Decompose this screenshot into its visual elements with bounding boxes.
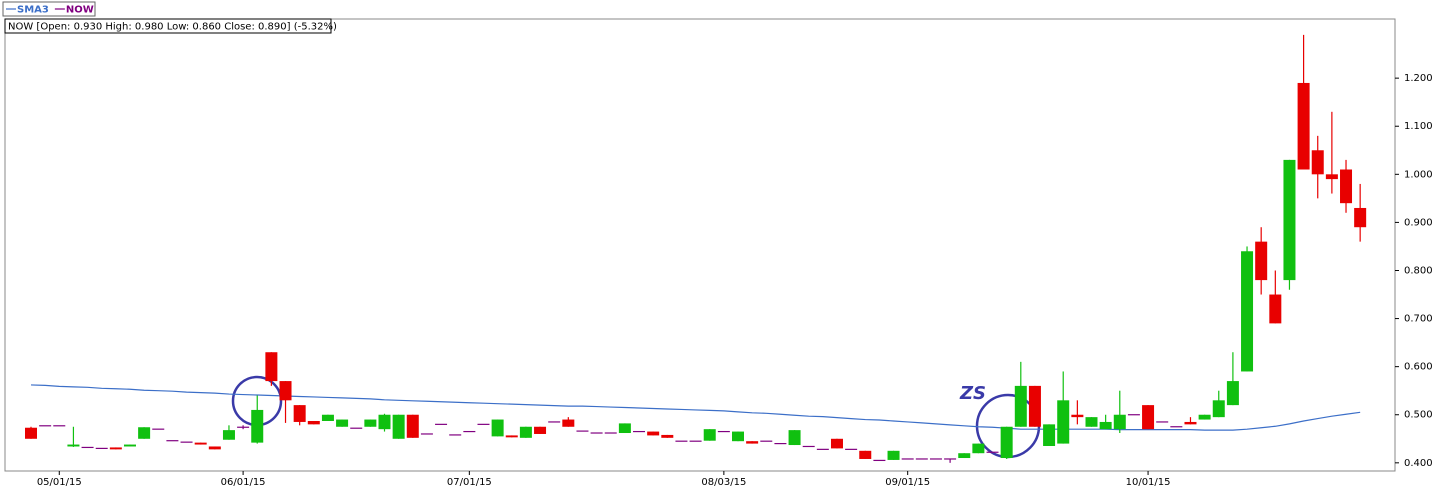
candle-body xyxy=(1354,207,1367,228)
candle-body xyxy=(138,427,151,439)
y-tick-label: 0.700 xyxy=(1404,314,1433,325)
candle-body xyxy=(1000,426,1013,459)
y-tick-label: 0.600 xyxy=(1404,362,1433,373)
y-tick-label: 0.800 xyxy=(1404,265,1433,276)
candle-body xyxy=(307,420,320,425)
candle-body xyxy=(251,409,264,443)
info-text: NOW [Open: 0.930 High: 0.980 Low: 0.860 … xyxy=(8,22,337,33)
y-tick-label: 1.200 xyxy=(1404,73,1433,84)
candle-body xyxy=(972,443,985,454)
candle-body xyxy=(1071,414,1084,418)
candle-body xyxy=(265,352,278,382)
x-tick-label: 05/01/15 xyxy=(37,477,82,488)
candle-body xyxy=(194,442,207,445)
y-tick-label: 1.100 xyxy=(1404,121,1433,132)
candle-body xyxy=(491,419,504,437)
legend-label: NOW xyxy=(66,5,94,16)
candle-body xyxy=(1099,421,1112,430)
candle-body xyxy=(830,438,843,449)
annotation: ZS xyxy=(959,383,986,404)
x-tick-label: 09/01/15 xyxy=(885,477,930,488)
candle-body xyxy=(1113,414,1126,430)
y-tick-label: 1.000 xyxy=(1404,169,1433,180)
candle-body xyxy=(859,450,872,459)
candle-body xyxy=(364,419,377,427)
candle-body xyxy=(732,431,744,442)
candle-body xyxy=(208,446,221,450)
candle-body xyxy=(321,414,334,421)
candle-body xyxy=(109,447,122,450)
candle-body xyxy=(1043,424,1056,446)
candle-body xyxy=(1226,381,1239,406)
candle-body xyxy=(392,414,405,439)
candle-body xyxy=(1085,417,1098,427)
y-tick-label: 0.500 xyxy=(1404,410,1433,421)
candle-body xyxy=(1255,241,1268,281)
candle-body xyxy=(1198,414,1211,420)
legend-box xyxy=(2,1,96,17)
candle-body xyxy=(378,414,391,430)
candle-body xyxy=(746,441,759,444)
candle-body xyxy=(25,427,37,439)
candle-body xyxy=(1241,251,1254,372)
candle-body xyxy=(1269,294,1282,324)
candle-body xyxy=(123,444,136,447)
candle-body xyxy=(647,431,660,436)
candle-body xyxy=(618,423,631,434)
legend-label: SMA3 xyxy=(17,5,49,16)
candle-body xyxy=(1014,385,1027,427)
candle-body xyxy=(661,434,674,438)
candle-body xyxy=(1297,82,1310,170)
candle-body xyxy=(505,435,518,438)
candle-body xyxy=(1340,169,1353,204)
y-tick-label: 0.400 xyxy=(1404,458,1433,469)
candle-body xyxy=(1028,385,1041,427)
candle-body xyxy=(1057,400,1070,444)
candle-body xyxy=(562,419,575,427)
x-tick-label: 10/01/15 xyxy=(1126,477,1171,488)
x-tick-label: 08/03/15 xyxy=(701,477,746,488)
candle-body xyxy=(887,450,900,460)
y-tick-label: 0.900 xyxy=(1404,217,1433,228)
candle-body xyxy=(279,381,292,401)
candle-body xyxy=(222,430,235,440)
candle-body xyxy=(788,430,801,446)
candle-body xyxy=(293,405,306,422)
x-tick-label: 07/01/15 xyxy=(447,477,492,488)
candle-body xyxy=(1142,405,1155,430)
x-tick-label: 06/01/15 xyxy=(221,477,266,488)
candle-body xyxy=(519,426,532,438)
candle-body xyxy=(1184,421,1197,425)
candle-body xyxy=(406,414,419,438)
candle-body xyxy=(67,444,80,447)
candle-body xyxy=(534,426,547,434)
candle-body xyxy=(1212,400,1225,418)
candle-body xyxy=(336,419,349,427)
info-box xyxy=(4,18,332,34)
candle-body xyxy=(703,429,716,441)
sma-line xyxy=(30,384,1361,431)
candle-body xyxy=(1325,174,1338,180)
candle-body xyxy=(1311,150,1324,175)
candle-body xyxy=(958,453,971,459)
candle-body xyxy=(1283,159,1296,281)
plot-frame xyxy=(4,18,1396,472)
